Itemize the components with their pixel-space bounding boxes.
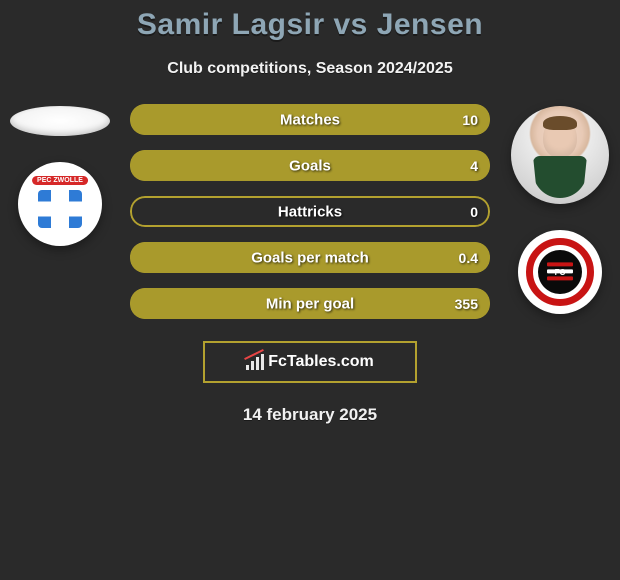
pec-banner: PEC ZWOLLE — [32, 176, 88, 185]
stat-label: Goals — [289, 157, 331, 174]
brand-chart-icon — [246, 354, 264, 370]
stat-row: Goals per match 0.4 — [130, 242, 490, 273]
stat-row: Min per goal 355 — [130, 288, 490, 319]
stat-row: Goals 4 — [130, 150, 490, 181]
content-row: PEC ZWOLLE Matches 10 Goals 4 Hattricks 0 Goal… — [0, 106, 620, 319]
left-side: PEC ZWOLLE — [10, 106, 110, 246]
brand-box: FcTables.com — [203, 341, 417, 383]
pec-shield-icon — [38, 190, 82, 228]
brand-text: FcTables.com — [268, 353, 374, 371]
subtitle: Club competitions, Season 2024/2025 — [0, 60, 620, 78]
stat-right-value: 0 — [470, 204, 478, 220]
player-right-club-badge: FC — [518, 230, 602, 314]
utrecht-bars-icon — [547, 262, 573, 286]
pec-zwolle-crest-icon: PEC ZWOLLE — [24, 168, 96, 240]
player-right-avatar — [511, 106, 609, 204]
stat-right-value: 0.4 — [459, 250, 478, 266]
avatar-hair — [543, 116, 577, 130]
stat-right-value: 4 — [470, 158, 478, 174]
stat-right-value: 10 — [462, 112, 478, 128]
page-title: Samir Lagsir vs Jensen — [0, 0, 620, 42]
player-left-club-badge: PEC ZWOLLE — [18, 162, 102, 246]
fc-utrecht-crest-icon: FC — [522, 234, 598, 310]
stats-column: Matches 10 Goals 4 Hattricks 0 Goals per match… — [110, 104, 510, 319]
comparison-card: Samir Lagsir vs Jensen Club competitions… — [0, 0, 620, 580]
stat-label: Matches — [280, 111, 340, 128]
player-left-avatar — [10, 106, 110, 136]
stat-row: Matches 10 — [130, 104, 490, 135]
stat-right-value: 355 — [455, 296, 478, 312]
right-side: FC — [510, 106, 610, 314]
date-line: 14 february 2025 — [0, 405, 620, 425]
stat-label: Goals per match — [251, 249, 369, 266]
stat-row: Hattricks 0 — [130, 196, 490, 227]
utrecht-inner-icon: FC — [538, 250, 582, 294]
stat-label: Min per goal — [266, 295, 354, 312]
stat-label: Hattricks — [278, 203, 342, 220]
